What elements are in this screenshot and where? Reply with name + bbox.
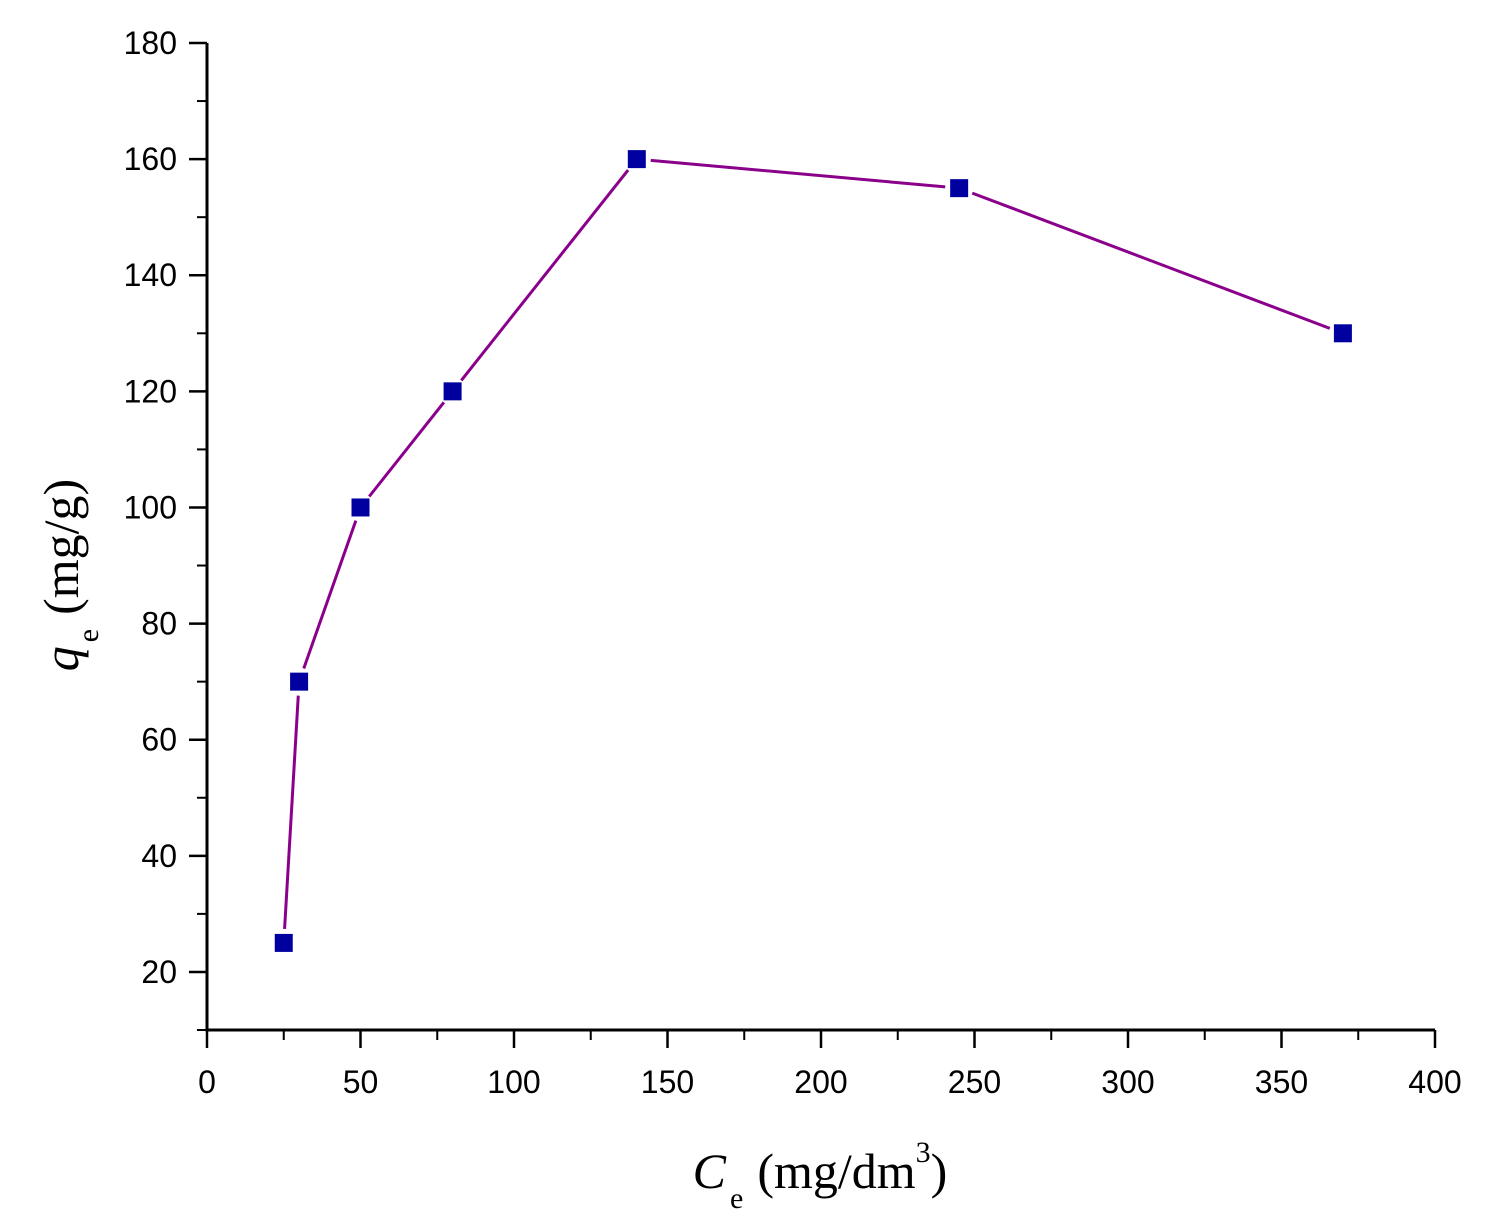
series-line-segment	[650, 158, 946, 189]
y-tick-label: 60	[141, 722, 177, 758]
y-tick-label: 100	[124, 489, 177, 525]
series-line-segment	[302, 520, 358, 669]
x-tick-label: 250	[948, 1064, 1001, 1100]
x-tick-label: 400	[1408, 1064, 1461, 1100]
y-axis-symbol: q	[33, 646, 89, 671]
y-axis-title: qe (mg/g)	[33, 479, 105, 671]
data-point	[351, 498, 370, 517]
series-line-segment	[283, 695, 300, 930]
x-tick-label: 150	[641, 1064, 694, 1100]
axes	[205, 43, 1435, 1032]
data-point	[290, 672, 309, 691]
data-point	[443, 382, 462, 401]
x-axis-subscript: e	[730, 1182, 743, 1215]
y-axis-subscript: e	[72, 629, 105, 642]
series-line-segment	[460, 169, 630, 382]
x-tick-label: 100	[487, 1064, 540, 1100]
x-axis-superscript: 3	[916, 1136, 931, 1169]
y-axis-unit: (mg/g)	[33, 479, 89, 615]
y-tick-label: 40	[141, 838, 177, 874]
data-point	[950, 179, 969, 198]
y-axis-ticks: 20 40 60 80 100 120 140 160 180	[124, 25, 207, 1031]
y-tick-label: 140	[124, 257, 177, 293]
x-axis-unit: (mg/dm	[757, 1143, 915, 1199]
x-tick-label: 300	[1101, 1064, 1154, 1100]
x-axis-ticks: 0 50 100 150 200 250 300 350 400	[198, 1030, 1462, 1100]
x-tick-label: 350	[1255, 1064, 1308, 1100]
y-tick-label: 160	[124, 141, 177, 177]
y-tick-label: 20	[141, 954, 177, 990]
y-tick-label: 120	[124, 373, 177, 409]
x-tick-label: 0	[198, 1064, 216, 1100]
x-axis-unit-close: )	[931, 1143, 948, 1199]
y-tick-label: 180	[124, 25, 177, 61]
data-point	[627, 150, 646, 169]
data-point	[274, 933, 293, 952]
x-axis-symbol: C	[693, 1143, 727, 1199]
y-tick-label: 80	[141, 606, 177, 642]
series-line-segment	[368, 401, 446, 498]
series-line-segment	[971, 191, 1331, 330]
series	[274, 150, 1352, 952]
x-tick-label: 50	[343, 1064, 379, 1100]
data-point	[1333, 324, 1352, 343]
x-tick-label: 200	[794, 1064, 847, 1100]
